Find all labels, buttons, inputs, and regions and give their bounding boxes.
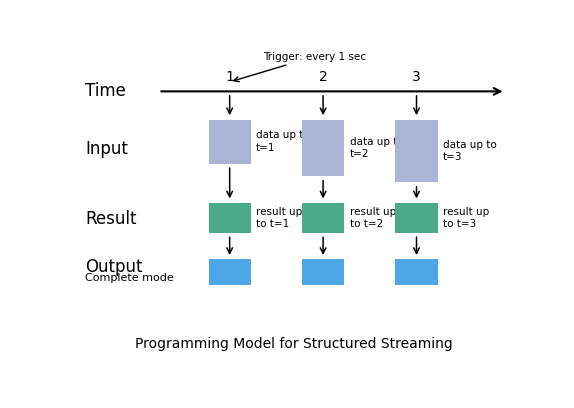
Text: Programming Model for Structured Streaming: Programming Model for Structured Streami… bbox=[135, 337, 453, 350]
FancyBboxPatch shape bbox=[208, 259, 251, 285]
Text: result up
to t=1: result up to t=1 bbox=[256, 206, 302, 229]
FancyBboxPatch shape bbox=[302, 259, 344, 285]
Text: Result: Result bbox=[85, 210, 137, 228]
Text: 3: 3 bbox=[412, 69, 421, 84]
FancyBboxPatch shape bbox=[395, 259, 437, 285]
Text: data up to
t=2: data up to t=2 bbox=[350, 137, 404, 159]
Text: Time: Time bbox=[85, 82, 126, 100]
FancyBboxPatch shape bbox=[208, 203, 251, 233]
Text: Trigger: every 1 sec: Trigger: every 1 sec bbox=[234, 51, 366, 82]
Text: data up to
t=1: data up to t=1 bbox=[256, 131, 310, 153]
Text: result up
to t=2: result up to t=2 bbox=[350, 206, 396, 229]
FancyBboxPatch shape bbox=[302, 120, 344, 176]
Text: Complete mode: Complete mode bbox=[85, 273, 174, 283]
FancyBboxPatch shape bbox=[395, 203, 437, 233]
Text: 2: 2 bbox=[319, 69, 327, 84]
Text: Input: Input bbox=[85, 140, 128, 158]
Text: result up
to t=3: result up to t=3 bbox=[443, 206, 489, 229]
Text: data up to
t=3: data up to t=3 bbox=[443, 140, 497, 162]
Text: Output: Output bbox=[85, 258, 142, 276]
Text: 1: 1 bbox=[225, 69, 234, 84]
FancyBboxPatch shape bbox=[208, 120, 251, 164]
FancyBboxPatch shape bbox=[395, 120, 437, 182]
FancyBboxPatch shape bbox=[302, 203, 344, 233]
